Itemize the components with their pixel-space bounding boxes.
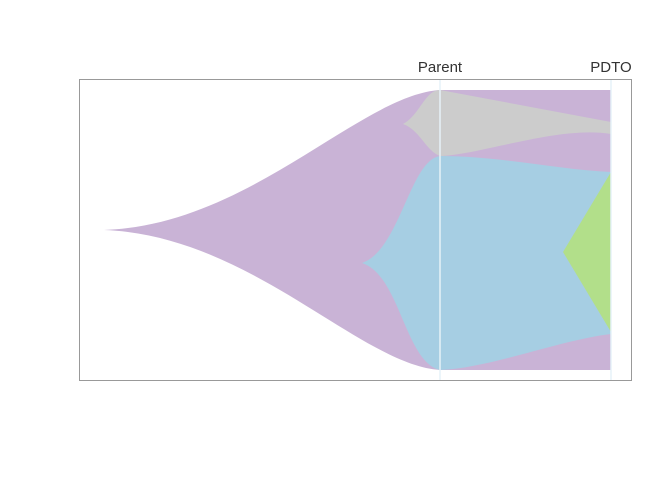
clone-blue xyxy=(362,156,611,370)
timepoint-label-pdto: PDTO xyxy=(590,59,631,76)
clone-grey xyxy=(403,90,611,156)
plot-frame xyxy=(79,79,632,381)
clone-green xyxy=(563,172,611,332)
timepoint-label-parent: Parent xyxy=(418,59,463,76)
